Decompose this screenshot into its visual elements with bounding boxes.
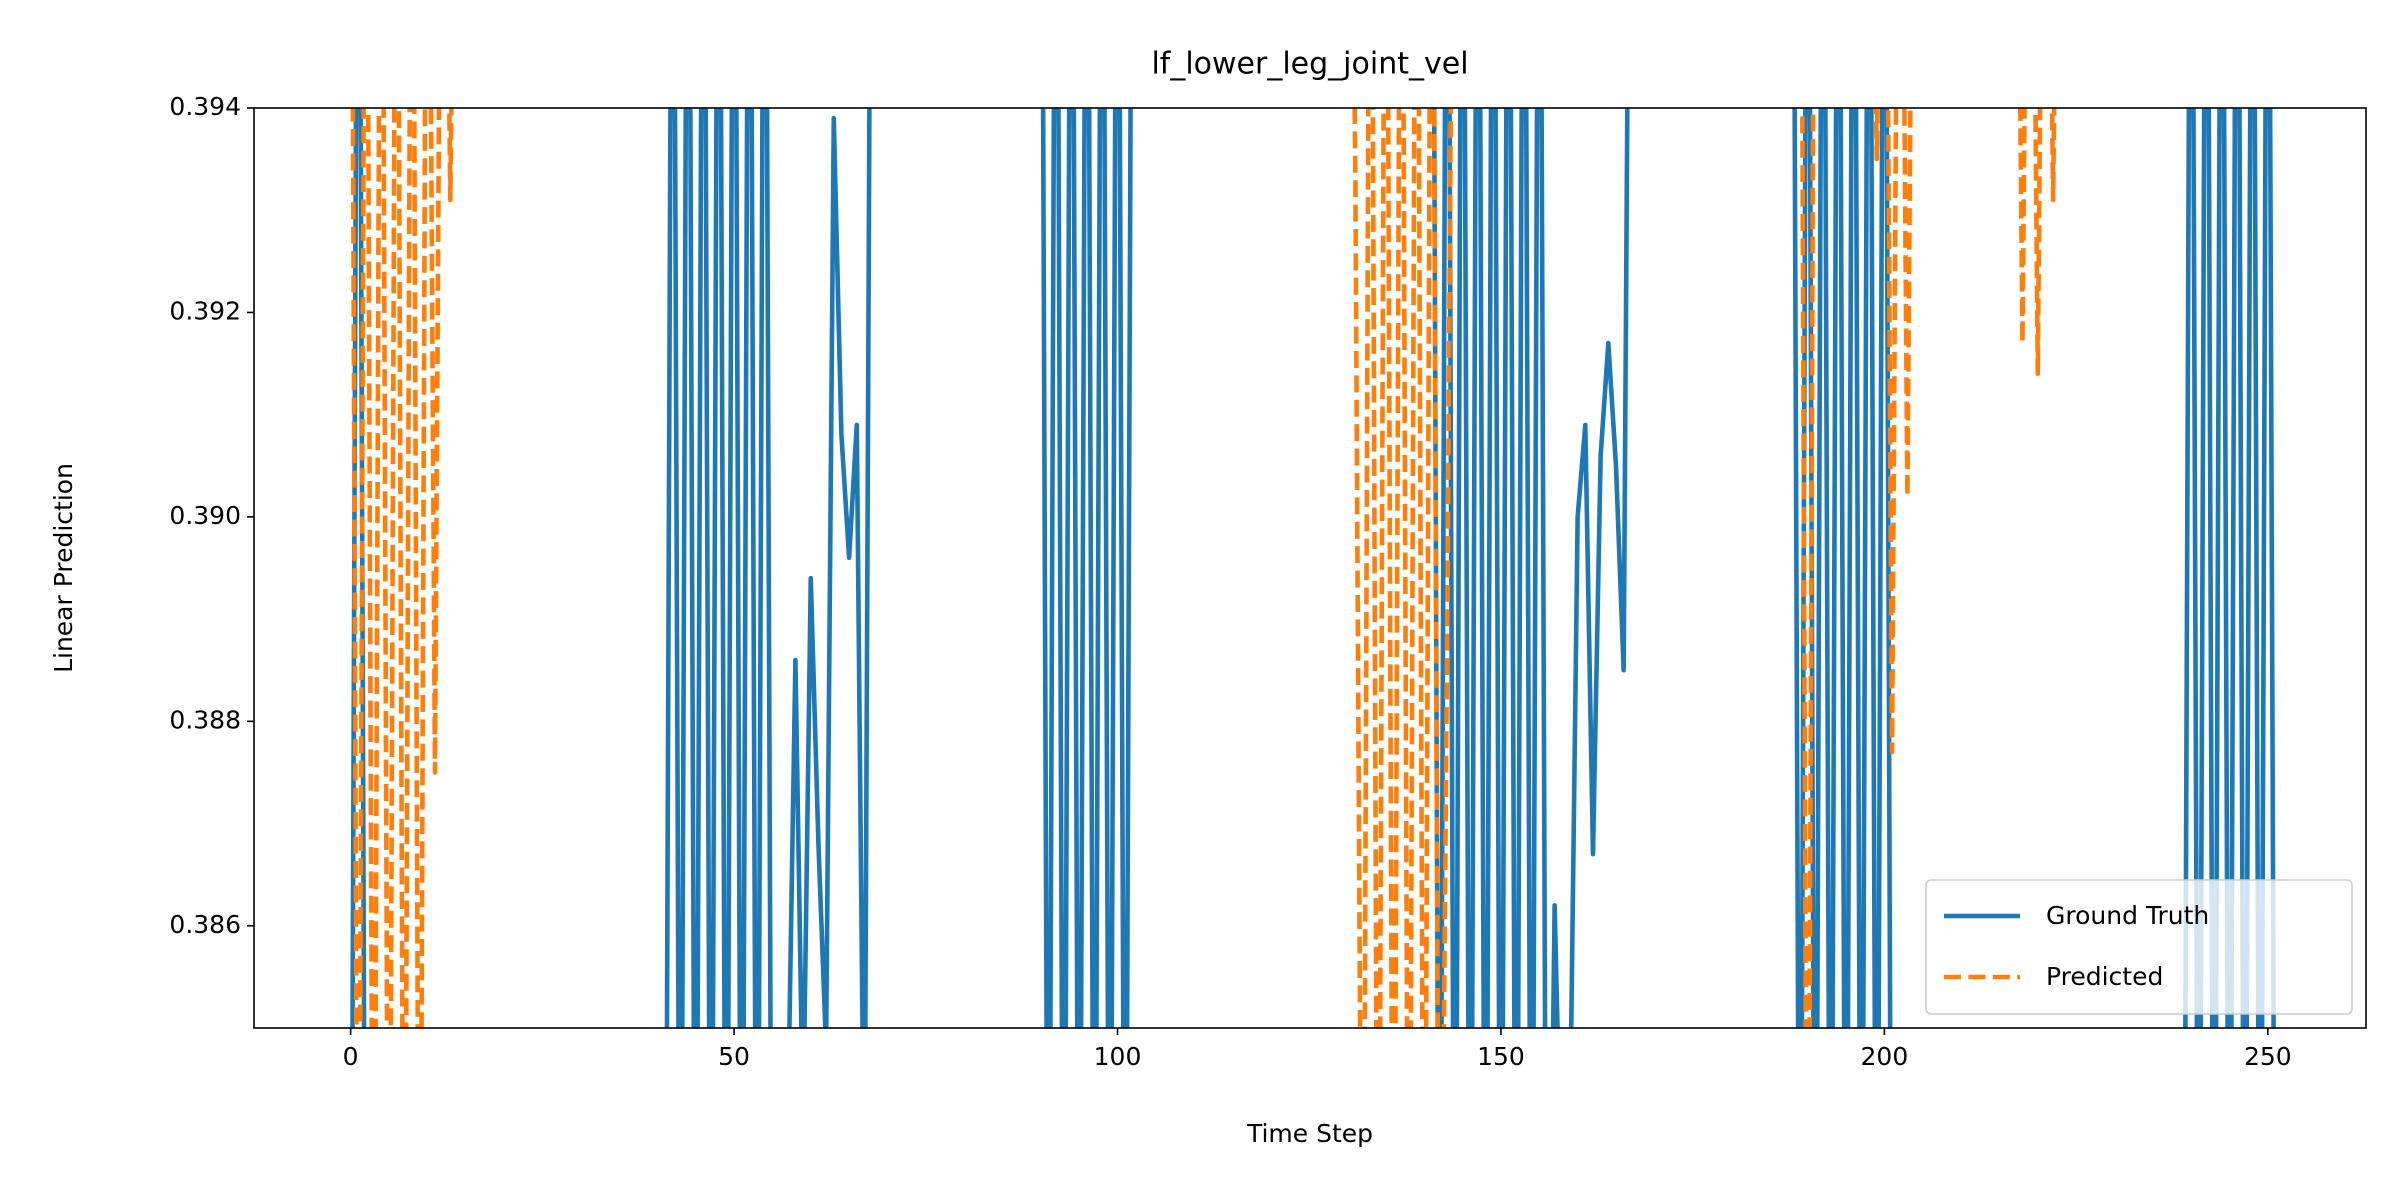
x-tick-label: 250 bbox=[2244, 1042, 2292, 1071]
legend-label: Ground Truth bbox=[2046, 901, 2209, 930]
x-axis-label: Time Step bbox=[1246, 1119, 1373, 1148]
x-tick-label: 50 bbox=[718, 1042, 750, 1071]
y-tick-label: 0.390 bbox=[169, 501, 241, 530]
x-tick-label: 150 bbox=[1477, 1042, 1525, 1071]
x-tick-label: 0 bbox=[343, 1042, 359, 1071]
y-axis-label: Linear Prediction bbox=[49, 463, 78, 673]
y-tick-label: 0.392 bbox=[169, 296, 241, 325]
chart-title: lf_lower_leg_joint_vel bbox=[1151, 47, 1468, 82]
y-tick-label: 0.388 bbox=[169, 705, 241, 734]
y-tick-label: 0.386 bbox=[169, 910, 241, 939]
y-tick-label: 0.394 bbox=[169, 92, 241, 121]
x-tick-label: 100 bbox=[1094, 1042, 1142, 1071]
legend-box bbox=[1925, 879, 2353, 1015]
legend-label: Predicted bbox=[2046, 962, 2163, 991]
x-tick-label: 200 bbox=[1861, 1042, 1909, 1071]
plot-frame bbox=[253, 107, 2367, 1029]
